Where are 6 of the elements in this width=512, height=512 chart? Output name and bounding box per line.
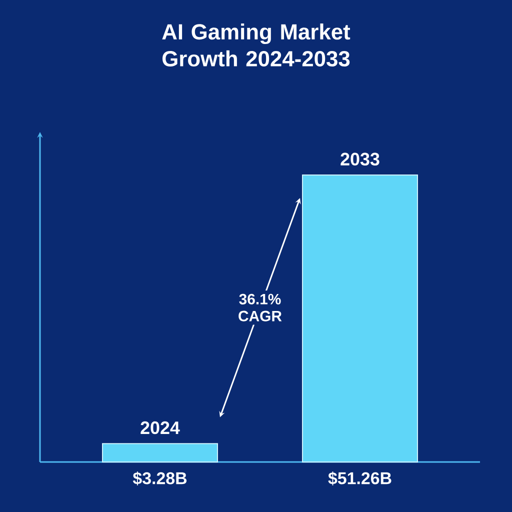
chart-title: AI Gaming Market Growth 2024-2033 — [162, 24, 350, 67]
data-label: $51.26B — [328, 472, 392, 486]
x-tick-label: 2033 — [340, 152, 380, 166]
data-label: $3.28B — [132, 472, 187, 486]
annotation: 36.1% CAGR — [238, 294, 282, 322]
x-tick-label: 2024 — [140, 421, 180, 434]
